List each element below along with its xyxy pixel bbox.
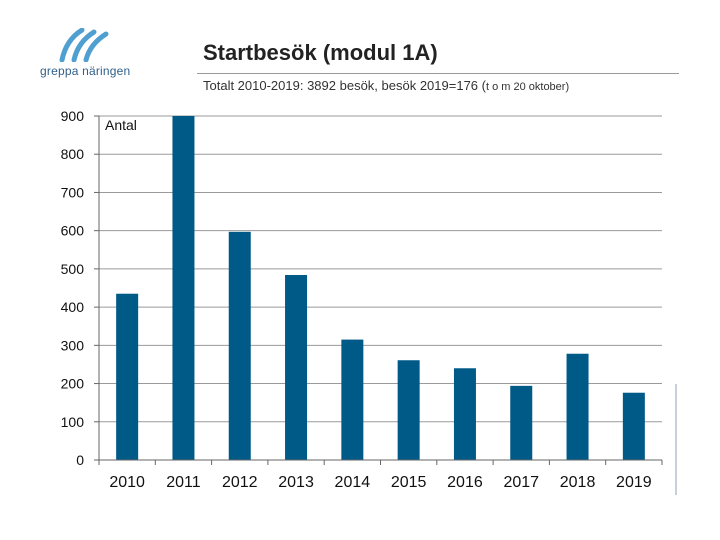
x-tick-label: 2013 — [278, 474, 314, 491]
x-tick-label: 2014 — [335, 474, 371, 491]
subtitle-main: Totalt 2010-2019: 3892 besök, besök 2019… — [203, 78, 486, 93]
y-tick-label: 700 — [61, 184, 85, 200]
x-tick-label: 2019 — [616, 474, 652, 491]
bar — [285, 275, 308, 460]
y-tick-label: 200 — [61, 376, 85, 392]
bars — [116, 116, 645, 460]
x-tick-label: 2012 — [222, 474, 258, 491]
logo-text: greppa näringen — [40, 64, 131, 78]
x-tick-label: 2018 — [560, 474, 596, 491]
bar — [397, 360, 420, 460]
x-tick-label: 2015 — [391, 474, 427, 491]
bar — [510, 385, 533, 460]
x-tick-label: 2016 — [447, 474, 483, 491]
y-tick-label: 500 — [61, 261, 85, 277]
bar — [228, 231, 251, 460]
x-tick-label: 2017 — [503, 474, 539, 491]
bar — [566, 353, 589, 460]
y-tick-label: 0 — [76, 452, 84, 468]
y-axis-label: Antal — [105, 117, 137, 133]
y-axis-ticks: 0 100 200 300 400 500 600 700 800 900 — [61, 108, 99, 468]
y-tick-label: 300 — [61, 337, 85, 353]
chart-subtitle: Totalt 2010-2019: 3892 besök, besök 2019… — [203, 78, 569, 93]
bar — [341, 339, 364, 460]
x-tick-label: 2011 — [166, 474, 201, 491]
y-tick-label: 400 — [61, 299, 85, 315]
y-tick-label: 900 — [61, 108, 85, 124]
y-tick-label: 600 — [61, 223, 85, 239]
x-axis-ticks: 2010 2011 2012 2013 2014 2015 2016 2017 2018 2019 — [98, 460, 663, 491]
bar — [172, 116, 195, 460]
y-tick-label: 800 — [61, 146, 85, 162]
greppa-naringen-logo-icon — [59, 28, 109, 62]
chart-title: Startbesök (modul 1A) — [203, 40, 438, 65]
title-divider — [197, 73, 679, 74]
subtitle-note: t o m 20 oktober) — [485, 81, 570, 93]
bar — [622, 392, 645, 460]
logo: greppa näringen — [38, 28, 148, 78]
y-tick-label: 100 — [61, 414, 85, 430]
x-tick-label: 2010 — [109, 474, 145, 491]
bar — [453, 368, 476, 460]
bar — [116, 293, 139, 460]
